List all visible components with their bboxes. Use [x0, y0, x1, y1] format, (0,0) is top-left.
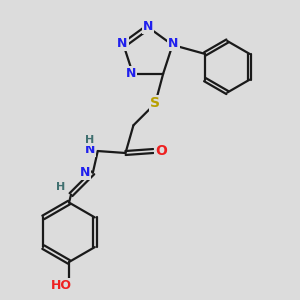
Text: N: N — [117, 38, 128, 50]
Text: N: N — [168, 38, 179, 50]
Text: S: S — [150, 97, 160, 110]
Text: N: N — [85, 142, 95, 155]
Text: H: H — [56, 182, 66, 192]
Text: HO: HO — [51, 279, 72, 292]
Text: N: N — [143, 20, 153, 33]
Text: H: H — [85, 135, 94, 145]
Text: N: N — [80, 166, 90, 179]
Text: O: O — [155, 144, 167, 158]
Text: N: N — [126, 67, 136, 80]
